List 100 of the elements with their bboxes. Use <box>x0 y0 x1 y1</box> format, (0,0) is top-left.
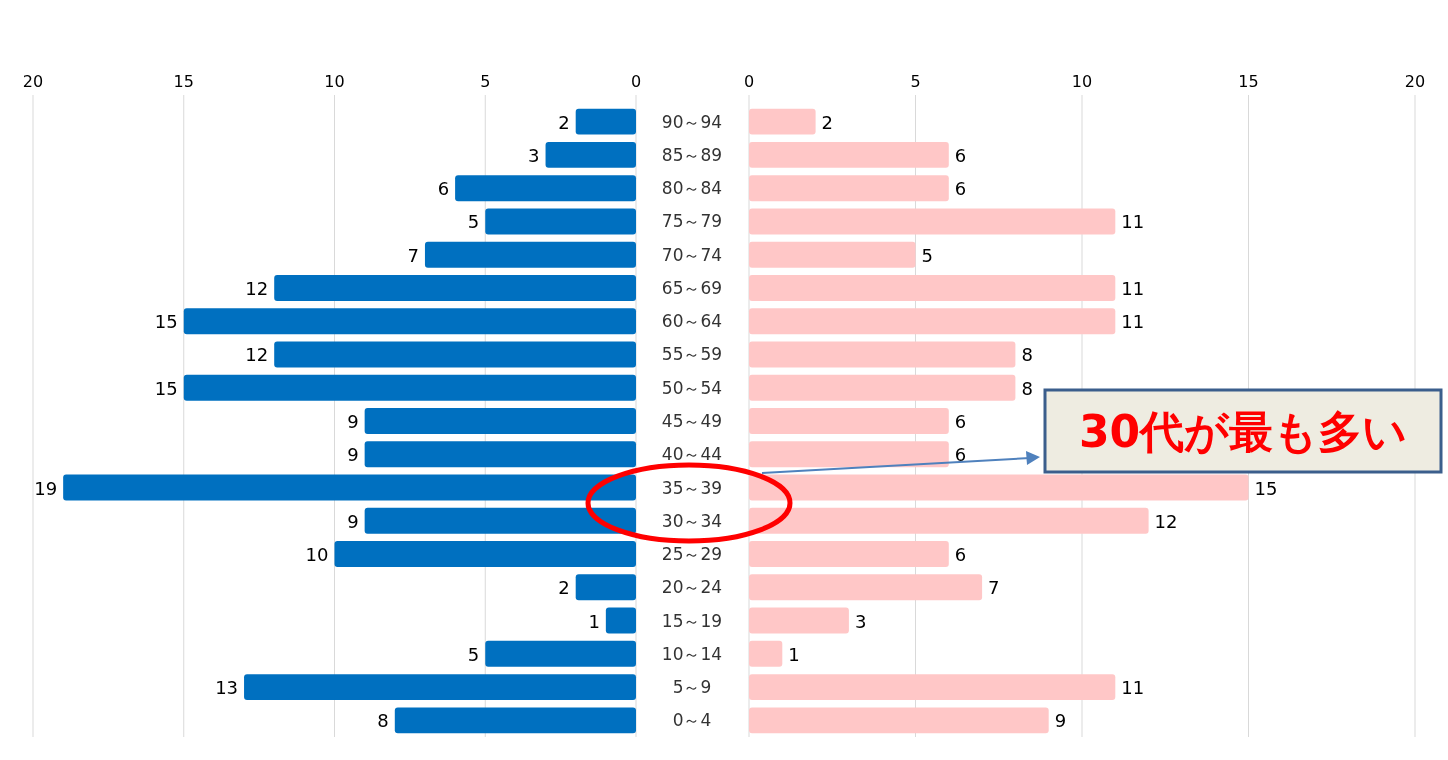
bar <box>749 208 1116 235</box>
x-tick-label: 5 <box>910 72 921 91</box>
bar <box>485 208 636 235</box>
bar <box>545 141 636 168</box>
data-label: 5 <box>467 211 480 233</box>
data-label: 8 <box>1021 344 1033 366</box>
bar <box>364 441 636 468</box>
data-label: 3 <box>854 610 867 632</box>
data-label: 15 <box>1254 477 1278 499</box>
data-label: 2 <box>558 111 570 133</box>
bar <box>394 707 636 734</box>
data-label: 11 <box>1121 211 1145 233</box>
data-label: 3 <box>528 144 540 166</box>
y-tick-label: 20～24 <box>661 577 723 598</box>
x-tick-label: 15 <box>1238 72 1259 91</box>
bar <box>575 574 636 601</box>
data-label: 8 <box>1021 377 1033 399</box>
data-label: 10 <box>305 544 329 566</box>
data-label: 12 <box>245 344 269 366</box>
x-tick-label: 20 <box>22 72 44 91</box>
bar <box>424 241 636 268</box>
x-tick-label: 10 <box>1071 72 1093 91</box>
y-tick-label: 65～69 <box>661 277 723 298</box>
data-label: 15 <box>154 311 178 333</box>
bar <box>575 108 636 135</box>
bar <box>749 674 1116 701</box>
data-label: 1 <box>588 610 600 632</box>
y-tick-label: 25～29 <box>661 544 723 565</box>
y-tick-label: 35～39 <box>661 477 723 498</box>
data-label: 6 <box>954 411 967 432</box>
data-label: 6 <box>954 444 967 466</box>
data-label: 6 <box>437 178 450 200</box>
x-tick-label: 5 <box>480 72 491 91</box>
data-label: 13 <box>215 677 239 699</box>
x-tick-label: 0 <box>743 72 755 91</box>
bar <box>274 341 636 368</box>
data-label: 12 <box>245 277 269 299</box>
annotation: 30代が最も多い <box>1078 406 1408 457</box>
bar <box>364 408 636 434</box>
y-tick-label: 15～19 <box>661 610 723 631</box>
y-tick-label: 60～64 <box>661 311 723 332</box>
bar <box>749 574 983 601</box>
data-label: 9 <box>347 411 359 432</box>
bar <box>485 640 636 667</box>
data-label: 9 <box>347 444 359 466</box>
bar <box>749 541 949 568</box>
data-label: 11 <box>1121 277 1145 299</box>
data-label: 2 <box>558 577 570 599</box>
bar <box>749 607 849 634</box>
bar <box>749 175 949 202</box>
data-label: 6 <box>954 544 967 566</box>
bar <box>749 308 1116 335</box>
data-label: 2 <box>821 111 834 133</box>
bar <box>183 374 636 401</box>
data-label: 1 <box>788 643 800 665</box>
x-tick-label: 15 <box>173 72 194 91</box>
data-label: 7 <box>988 577 1000 599</box>
x-tick-label: 0 <box>630 72 642 91</box>
data-label: 9 <box>347 510 359 532</box>
x-tick-label: 10 <box>324 72 345 91</box>
bar <box>749 108 816 135</box>
y-tick-label: 40～44 <box>661 444 723 465</box>
y-tick-label: 0～4 <box>672 710 712 731</box>
data-label: 5 <box>467 643 480 665</box>
data-label: 19 <box>34 477 58 499</box>
y-tick-label: 5～9 <box>672 677 712 698</box>
y-tick-label: 90～94 <box>661 111 723 132</box>
bar <box>334 541 636 568</box>
y-tick-label: 45～49 <box>661 411 723 431</box>
bar <box>274 274 636 301</box>
data-label: 7 <box>407 244 419 266</box>
bar <box>749 341 1016 368</box>
bar <box>749 640 783 667</box>
data-label: 5 <box>921 244 933 266</box>
y-tick-label: 75～79 <box>661 211 723 232</box>
data-label: 15 <box>154 377 178 399</box>
data-label: 9 <box>1054 710 1067 732</box>
bar <box>455 175 636 202</box>
data-label: 12 <box>1154 510 1178 532</box>
bar <box>605 607 636 634</box>
data-label: 6 <box>954 178 967 200</box>
bar <box>749 408 949 434</box>
data-label: 8 <box>377 710 389 732</box>
bar <box>183 308 636 335</box>
bar <box>749 441 949 468</box>
bar <box>749 374 1016 401</box>
bar <box>749 274 1116 301</box>
y-tick-label: 85～89 <box>661 144 723 165</box>
bar <box>749 707 1049 734</box>
bar <box>749 241 916 268</box>
data-label: 11 <box>1121 677 1145 699</box>
y-tick-label: 50～54 <box>661 377 723 398</box>
bar <box>244 674 636 701</box>
y-tick-label: 70～74 <box>661 244 723 265</box>
data-label: 6 <box>954 144 967 166</box>
y-tick-label: 80～84 <box>661 178 723 199</box>
y-tick-label: 10～14 <box>661 643 723 664</box>
data-label: 11 <box>1121 311 1145 333</box>
y-tick-label: 55～59 <box>661 344 723 365</box>
y-tick-label: 30～34 <box>661 510 723 531</box>
